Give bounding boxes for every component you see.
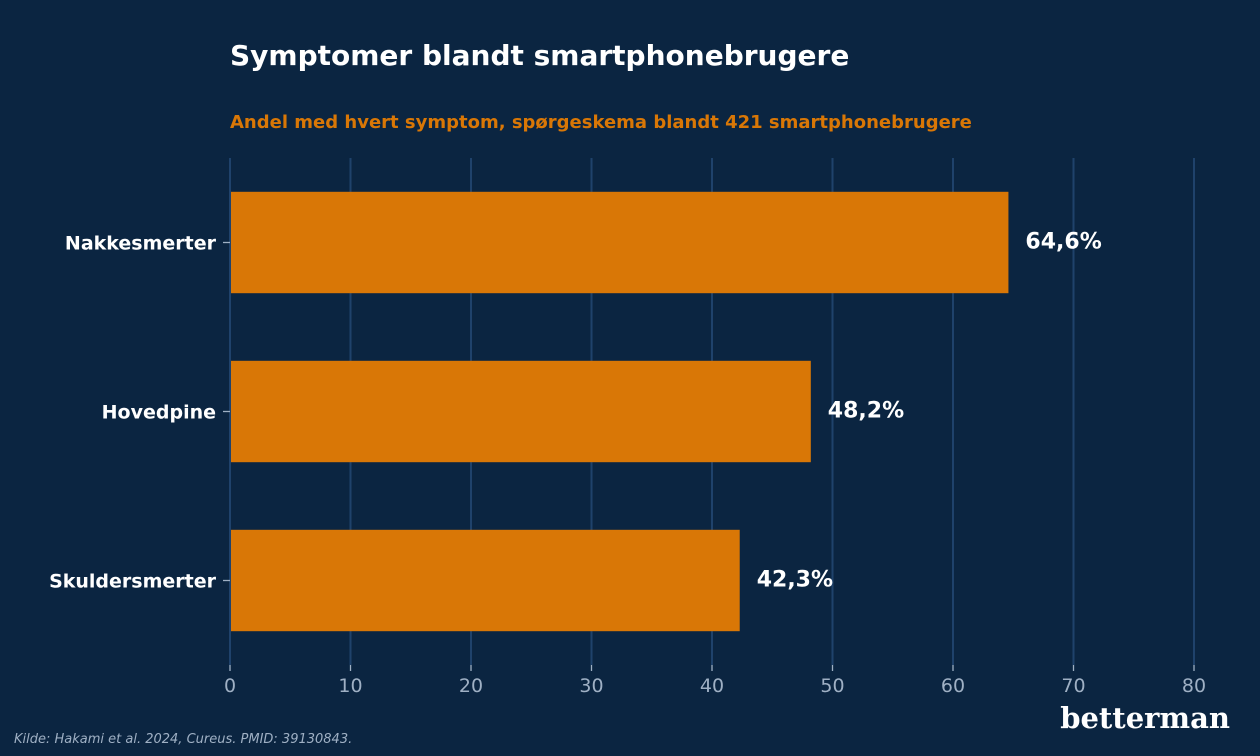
category-label: Skuldersmerter — [49, 571, 217, 593]
value-label: 42,3% — [757, 568, 833, 593]
x-tick-label: 60 — [941, 675, 965, 697]
x-axis: 0 10 20 30 40 50 60 70 80 — [224, 665, 1206, 697]
x-tick-label: 30 — [579, 675, 603, 697]
category-label: Hovedpine — [102, 402, 216, 424]
bar-hovedpine — [231, 360, 811, 463]
brand-logo: betterman — [1060, 701, 1230, 735]
value-label: 48,2% — [828, 399, 904, 424]
x-tick-label: 80 — [1182, 675, 1206, 697]
bars — [231, 191, 1009, 632]
x-tick-label: 20 — [459, 675, 483, 697]
chart-title: Symptomer blandt smartphonebrugere — [230, 39, 849, 72]
bar-nakkesmerter — [231, 191, 1009, 294]
value-labels: 64,6% 48,2% 42,3% — [757, 230, 1102, 593]
category-label: Nakkesmerter — [65, 233, 217, 255]
value-label: 64,6% — [1025, 230, 1101, 255]
source-note: Kilde: Hakami et al. 2024, Cureus. PMID:… — [14, 732, 352, 747]
chart-subtitle: Andel med hvert symptom, spørgeskema bla… — [230, 112, 972, 133]
x-tick-label: 70 — [1061, 675, 1085, 697]
bar-skuldersmerter — [231, 529, 740, 632]
x-tick-label: 10 — [338, 675, 362, 697]
x-tick-label: 50 — [820, 675, 844, 697]
x-tick-label: 40 — [700, 675, 724, 697]
x-tick-label: 0 — [224, 675, 236, 697]
category-labels: Nakkesmerter Hovedpine Skuldersmerter — [49, 233, 230, 593]
